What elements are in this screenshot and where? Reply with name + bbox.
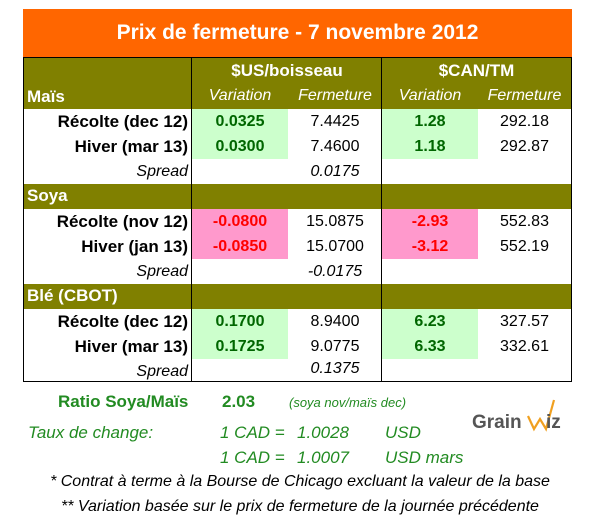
page-title: Prix de fermeture - 7 novembre 2012: [23, 9, 572, 57]
exchange-unit: USD: [385, 423, 421, 442]
row-label: Récolte (nov 12): [56, 212, 188, 231]
us-variation-cell: -0.0800: [192, 209, 288, 234]
can-unit-header: $CAN/TM: [438, 61, 515, 80]
can-variation-cell: -3.12: [382, 234, 478, 259]
spread-label: Spread: [136, 163, 188, 180]
us-variation-cell: 0.0300: [192, 134, 288, 159]
footnote-1: * Contrat à terme à la Bourse de Chicago…: [50, 473, 550, 490]
can-close-cell: 292.87: [500, 138, 549, 155]
prices-table: $US/boisseau $CAN/TM Maïs Variation Ferm…: [23, 57, 572, 382]
section-title-mais: Maïs: [27, 87, 65, 106]
spread-label: Spread: [136, 263, 188, 280]
row-label: Hiver (mar 13): [74, 137, 188, 156]
us-close-cell: 7.4600: [310, 138, 360, 155]
can-variation-cell: 1.18: [382, 134, 478, 159]
exchange-rate-usd-mars: 1.0007: [297, 448, 349, 467]
us-close-cell: 9.0775: [310, 338, 360, 355]
spread-value: -0.0175: [307, 263, 363, 280]
section-header-ble: Blé (CBOT): [24, 284, 571, 309]
grainwiz-logo-icon: Grain iz: [470, 398, 565, 433]
ratio-value: 2.03: [222, 392, 256, 411]
exchange-lhs: 1 CAD =: [220, 448, 285, 467]
ratio-label: Ratio Soya/Maïs: [58, 392, 189, 411]
exchange-rate-usd: 1.0028: [297, 423, 349, 442]
us-close-cell: 7.4425: [310, 113, 360, 130]
can-variation-header: Variation: [398, 87, 462, 104]
table-header: $US/boisseau $CAN/TM Maïs Variation Ferm…: [24, 58, 571, 109]
can-variation-cell: -2.93: [382, 209, 478, 234]
row-label: Hiver (mar 13): [74, 337, 188, 356]
spread-label: Spread: [136, 363, 188, 380]
us-variation-cell: 0.0325: [192, 109, 288, 134]
us-close-cell: 15.0875: [306, 213, 364, 230]
section-header-soya: Soya: [24, 184, 571, 209]
can-fermeture-header: Fermeture: [487, 87, 562, 104]
spread-value: 0.0175: [310, 163, 360, 180]
can-close-cell: 292.18: [500, 113, 549, 130]
section-title-ble: Blé (CBOT): [27, 286, 118, 305]
us-close-cell: 8.9400: [310, 313, 360, 330]
section-title-soya: Soya: [27, 186, 68, 205]
us-unit-header: $US/boisseau: [231, 61, 343, 80]
exchange-lhs: 1 CAD =: [220, 423, 285, 442]
exchange-label: Taux de change:: [28, 423, 154, 442]
us-fermeture-header: Fermeture: [298, 87, 372, 104]
can-close-cell: 552.19: [500, 238, 549, 255]
column-divider: [381, 58, 382, 381]
can-close-cell: 552.83: [500, 213, 549, 230]
footnote-2: ** Variation basée sur le prix de fermet…: [61, 498, 539, 515]
can-close-cell: 332.61: [500, 338, 549, 355]
spread-value: 0.1375: [310, 360, 360, 377]
column-divider: [191, 58, 192, 381]
exchange-unit: USD mars: [385, 448, 464, 467]
us-variation-cell: -0.0850: [192, 234, 288, 259]
us-close-cell: 15.0700: [306, 238, 364, 255]
can-variation-cell: 6.23: [382, 309, 478, 334]
us-variation-header: Variation: [208, 87, 272, 104]
row-label: Hiver (jan 13): [81, 237, 188, 256]
row-label: Récolte (dec 12): [57, 312, 188, 331]
can-variation-cell: 1.28: [382, 109, 478, 134]
svg-text:iz: iz: [546, 412, 561, 432]
us-variation-cell: 0.1725: [192, 334, 288, 359]
ratio-note: (soya nov/maïs dec): [289, 395, 407, 410]
row-label: Récolte (dec 12): [57, 112, 188, 131]
us-variation-cell: 0.1700: [192, 309, 288, 334]
can-variation-cell: 6.33: [382, 334, 478, 359]
svg-text:Grain: Grain: [472, 412, 522, 432]
can-close-cell: 327.57: [500, 313, 549, 330]
